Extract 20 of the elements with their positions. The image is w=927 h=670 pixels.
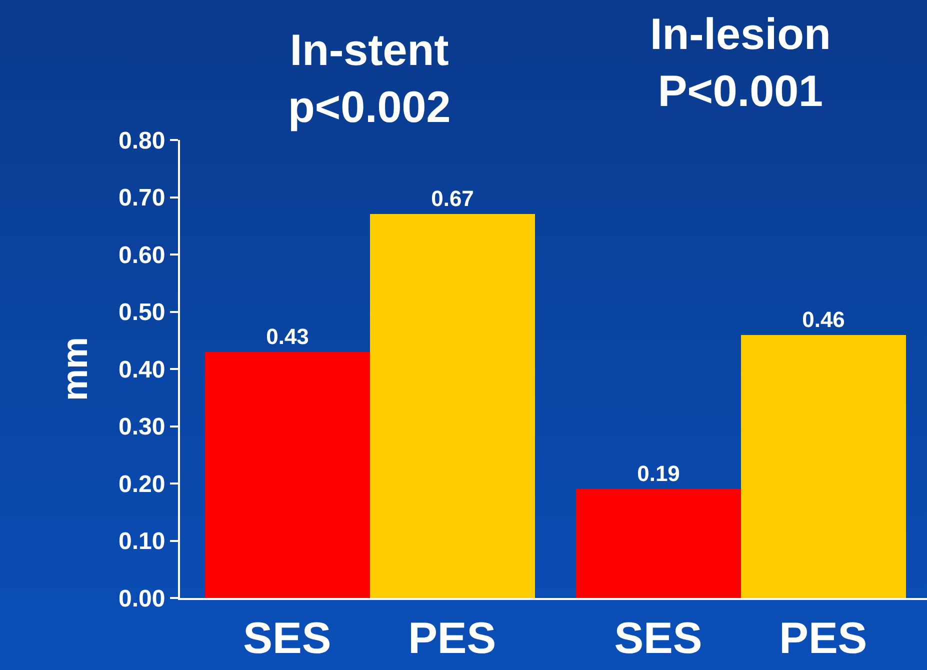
y-axis-title: mm bbox=[54, 336, 95, 402]
x-tick-label: PES bbox=[779, 614, 868, 663]
y-tick-label: 0.20 bbox=[118, 470, 166, 498]
x-tick-label: SES bbox=[243, 614, 332, 663]
data-label: 0.19 bbox=[637, 461, 680, 486]
y-tick-label: 0.70 bbox=[118, 184, 166, 212]
text: In-stent p<0.002 bbox=[288, 26, 451, 132]
y-tick-label: 0.30 bbox=[118, 414, 166, 441]
data-label: 0.43 bbox=[266, 324, 309, 349]
y-tick-label: 0.10 bbox=[118, 528, 166, 556]
y-tick-label: 0.60 bbox=[118, 242, 166, 269]
y-tick-label: 0.50 bbox=[118, 299, 166, 326]
data-label: 0.46 bbox=[802, 307, 845, 332]
text: In-lesion P<0.001 bbox=[650, 10, 831, 116]
y-tick-label: 0.40 bbox=[118, 356, 166, 384]
data-label: 0.67 bbox=[431, 186, 474, 211]
y-tick-label: 0.80 bbox=[118, 127, 166, 154]
y-tick-label: 0.00 bbox=[118, 585, 166, 612]
x-tick-label: PES bbox=[408, 614, 496, 663]
x-tick-label: SES bbox=[614, 614, 702, 663]
